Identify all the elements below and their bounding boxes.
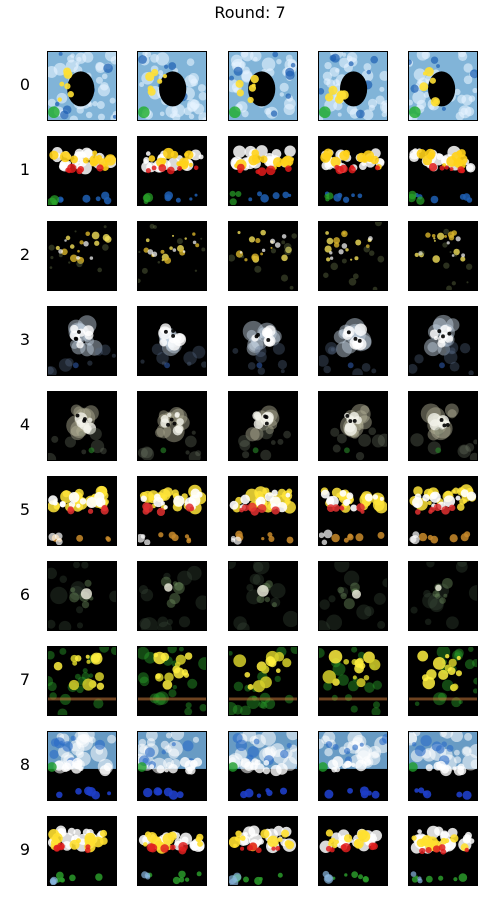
- sample-image: [318, 816, 388, 886]
- sample-image: [47, 221, 117, 291]
- row-label-9: 9: [19, 840, 31, 859]
- sample-image: [408, 306, 478, 376]
- sample-image: [228, 476, 298, 546]
- sample-image: [408, 816, 478, 886]
- sample-image: [137, 731, 207, 801]
- sample-image: [47, 731, 117, 801]
- sample-image: [408, 221, 478, 291]
- sample-image: [228, 561, 298, 631]
- sample-image: [137, 476, 207, 546]
- sample-image: [228, 391, 298, 461]
- sample-image: [137, 221, 207, 291]
- sample-image: [47, 816, 117, 886]
- sample-image: [318, 561, 388, 631]
- sample-image: [137, 391, 207, 461]
- row-label-0: 0: [19, 75, 31, 94]
- sample-image: [228, 816, 298, 886]
- row-label-5: 5: [19, 500, 31, 519]
- sample-image: [137, 136, 207, 206]
- sample-image: [228, 646, 298, 716]
- sample-image: [408, 646, 478, 716]
- sample-image: [408, 561, 478, 631]
- sample-image: [228, 731, 298, 801]
- sample-image: [408, 476, 478, 546]
- figure-title: Round: 7: [214, 3, 286, 22]
- sample-image: [318, 731, 388, 801]
- row-label-3: 3: [19, 330, 31, 349]
- sample-image: [137, 306, 207, 376]
- sample-image: [318, 221, 388, 291]
- sample-image: [137, 646, 207, 716]
- sample-image: [228, 51, 298, 121]
- sample-image: [318, 646, 388, 716]
- row-label-6: 6: [19, 585, 31, 604]
- sample-image: [408, 391, 478, 461]
- sample-image: [137, 561, 207, 631]
- sample-image: [318, 476, 388, 546]
- sample-image: [318, 391, 388, 461]
- row-label-4: 4: [19, 415, 31, 434]
- sample-image: [47, 306, 117, 376]
- sample-image: [228, 136, 298, 206]
- sample-image: [47, 476, 117, 546]
- sample-image: [137, 51, 207, 121]
- sample-image: [47, 561, 117, 631]
- sample-image: [228, 306, 298, 376]
- sample-image: [47, 391, 117, 461]
- sample-image: [47, 136, 117, 206]
- sample-image: [47, 646, 117, 716]
- sample-image: [408, 136, 478, 206]
- sample-image: [47, 51, 117, 121]
- sample-image: [137, 816, 207, 886]
- sample-image: [408, 731, 478, 801]
- sample-image: [318, 51, 388, 121]
- row-label-1: 1: [19, 160, 31, 179]
- row-label-7: 7: [19, 670, 31, 689]
- row-label-8: 8: [19, 755, 31, 774]
- sample-image: [318, 136, 388, 206]
- sample-image: [408, 51, 478, 121]
- row-label-2: 2: [19, 245, 31, 264]
- sample-image: [228, 221, 298, 291]
- sample-image: [318, 306, 388, 376]
